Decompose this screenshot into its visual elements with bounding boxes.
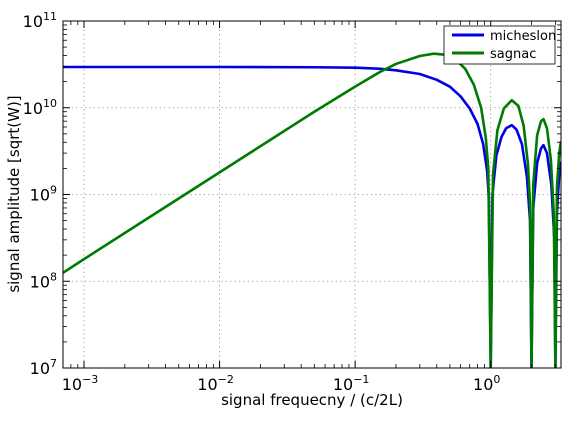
y-tick-label: 109 [30, 184, 57, 205]
y-axis-label: signal amplitude [sqrt(W)] [5, 95, 23, 292]
x-axis-label: signal frequecny / (c/2L) [221, 391, 403, 409]
grid-layer [63, 21, 561, 368]
legend-label-micheslon: micheslon [490, 29, 556, 44]
legend-label-sagnac: sagnac [490, 47, 536, 62]
series-line-sagnac [63, 52, 561, 368]
x-tick-label: 10−3 [62, 373, 99, 394]
legend: micheslon sagnac [443, 25, 556, 65]
series-line-micheslon [63, 65, 561, 368]
x-tick-label: 10−2 [197, 373, 234, 394]
y-tick-label: 108 [30, 270, 57, 291]
legend-box [443, 25, 556, 65]
tick-layer: 10−3 10−2 10−1 100 107 108 109 1010 1011 [23, 10, 561, 394]
y-tick-label: 1010 [23, 97, 57, 118]
series-layer [63, 52, 561, 368]
y-tick-label: 1011 [23, 10, 57, 31]
y-tick-label: 107 [30, 357, 57, 378]
x-tick-label: 100 [473, 373, 500, 394]
x-tick-label: 10−1 [333, 373, 370, 394]
